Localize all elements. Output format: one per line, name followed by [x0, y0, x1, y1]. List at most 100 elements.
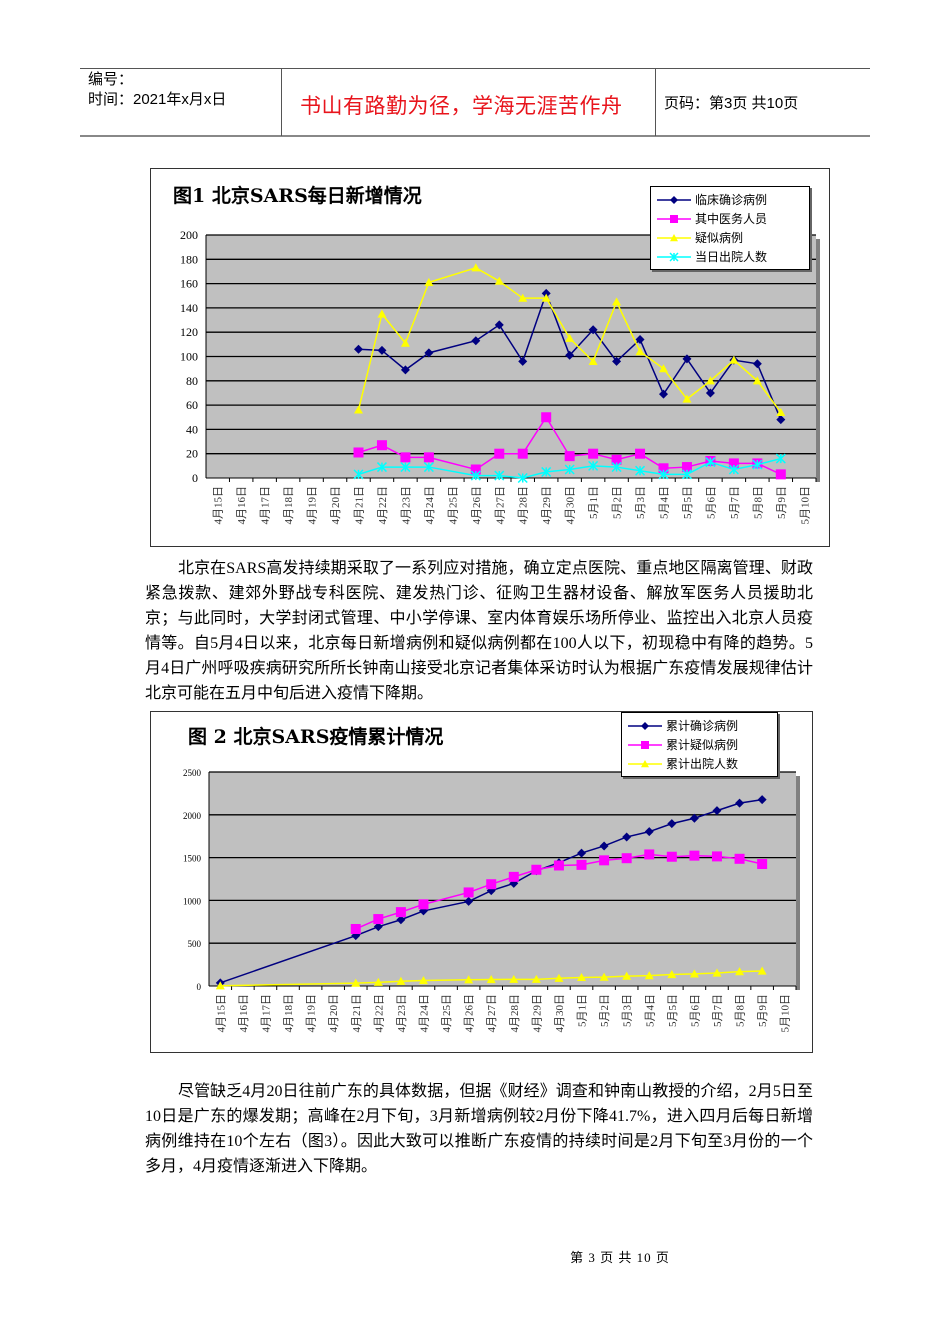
triangle-marker	[400, 338, 410, 347]
diamond-marker	[541, 288, 551, 298]
square-marker	[418, 899, 429, 910]
plot-shadow	[816, 239, 820, 482]
x-tick-label: 5月10日	[780, 994, 792, 1033]
square-marker	[728, 458, 739, 469]
x-tick-label: 4月27日	[494, 486, 506, 525]
header-top-rule	[80, 68, 870, 69]
triangle-marker	[354, 405, 363, 414]
x-tick-label: 4月24日	[424, 486, 436, 525]
square-marker	[470, 464, 481, 475]
x-tick-label: 4月30日	[565, 486, 577, 525]
y-tick-label: 2500	[183, 768, 202, 778]
x-tick-label: 5月10日	[799, 486, 811, 525]
square-marker	[621, 853, 632, 864]
triangle-marker	[486, 974, 496, 984]
x-tick-label: 5月6日	[689, 994, 701, 1027]
triangle-marker	[424, 277, 434, 286]
triangle-marker	[599, 972, 609, 981]
triangle-marker	[622, 971, 632, 980]
document-number-label: 编号：	[88, 71, 134, 88]
x-tick-label: 4月30日	[554, 994, 566, 1033]
triangle-marker	[509, 974, 519, 983]
diamond-marker	[752, 359, 762, 369]
diamond-marker	[757, 795, 767, 805]
x-tick-label: 5月2日	[612, 486, 624, 519]
square-marker	[395, 907, 406, 918]
x-tick-label: 5月7日	[712, 994, 724, 1027]
chart-daily-new: 图1 北京SARS每日新增情况 0 20 40 60 80 100 120 140 160 180…	[150, 168, 830, 547]
square-marker	[373, 914, 384, 925]
x-tick-label: 4月18日	[283, 994, 295, 1033]
plot-area	[209, 772, 796, 986]
x-tick-label: 4月22日	[373, 994, 385, 1033]
diamond-marker	[705, 388, 715, 398]
x-tick-label: 5月5日	[682, 486, 694, 519]
diamond-marker	[424, 348, 434, 358]
square-marker	[689, 850, 700, 861]
chart-title: 图1 北京SARS每日新增情况	[173, 185, 422, 207]
x-tick-label: 5月1日	[588, 486, 600, 519]
page-info: 页码：第3页 共10页	[664, 95, 799, 112]
x-tick-label: 4月25日	[447, 486, 459, 525]
x-tick-label: 5月7日	[729, 486, 741, 519]
series-markers	[353, 453, 786, 484]
x-tick-label: 4月29日	[531, 994, 543, 1033]
star-marker	[494, 470, 505, 481]
triangle-marker	[735, 967, 745, 976]
triangle-marker	[635, 347, 645, 356]
diamond-marker	[682, 354, 692, 364]
y-tick-label: 200	[180, 228, 198, 242]
series-markers	[350, 849, 768, 934]
chart-svg: 0 20 40 60 80 100 120 140 160 180 200 4月15日 4月16日 4月1…	[180, 228, 820, 525]
square-marker	[463, 887, 474, 898]
square-marker	[564, 451, 575, 462]
diamond-marker	[396, 915, 406, 925]
square-marker	[517, 448, 528, 459]
square-marker	[531, 864, 542, 875]
x-tick-label: 4月29日	[541, 486, 553, 525]
diamond-marker	[659, 389, 668, 399]
triangle-marker	[377, 309, 387, 318]
star-marker	[517, 472, 528, 484]
triangle-marker	[729, 355, 739, 364]
triangle-marker	[641, 759, 649, 767]
y-tick-label: 40	[186, 422, 198, 436]
triangle-marker	[351, 978, 361, 987]
legend-swatch	[657, 214, 691, 223]
x-tick-label: 4月15日	[213, 486, 225, 525]
x-tick-label: 4月21日	[354, 486, 366, 525]
chart-title: 图 2 北京SARS疫情累计情况	[188, 726, 444, 748]
header-bottom-rule	[80, 135, 870, 137]
square-marker	[486, 879, 497, 890]
plot-shadow	[796, 776, 800, 990]
series-markers	[354, 263, 786, 416]
triangle-marker	[689, 969, 699, 978]
square-marker	[588, 448, 599, 459]
x-tick-label: 4月20日	[328, 994, 340, 1033]
series-markers	[215, 795, 767, 988]
triangle-marker	[612, 297, 622, 306]
triangle-marker	[776, 407, 786, 416]
diamond-marker	[354, 344, 363, 354]
x-tick-label: 5月2日	[599, 994, 611, 1027]
x-tick-label: 4月26日	[464, 994, 476, 1033]
legend-label: 临床确诊病例	[695, 193, 768, 207]
triangle-marker	[565, 333, 575, 342]
star-marker	[752, 459, 763, 470]
series-line	[358, 291, 782, 420]
square-marker	[353, 447, 364, 458]
x-tick-label: 4月28日	[509, 994, 521, 1033]
legend-item: 疑似病例	[657, 228, 803, 247]
diamond-marker	[494, 320, 504, 330]
legend-swatch	[628, 740, 662, 749]
diamond-marker	[641, 721, 649, 730]
triangle-marker	[541, 293, 551, 302]
series-markers	[354, 288, 786, 425]
legend-label: 疑似病例	[695, 231, 744, 245]
legend-item: 其中医务人员	[657, 209, 803, 228]
y-tick-label: 0	[197, 982, 202, 992]
header-divider	[655, 68, 656, 136]
header-divider	[281, 68, 282, 136]
y-tick-label: 0	[192, 471, 198, 485]
diamond-marker	[667, 819, 677, 829]
